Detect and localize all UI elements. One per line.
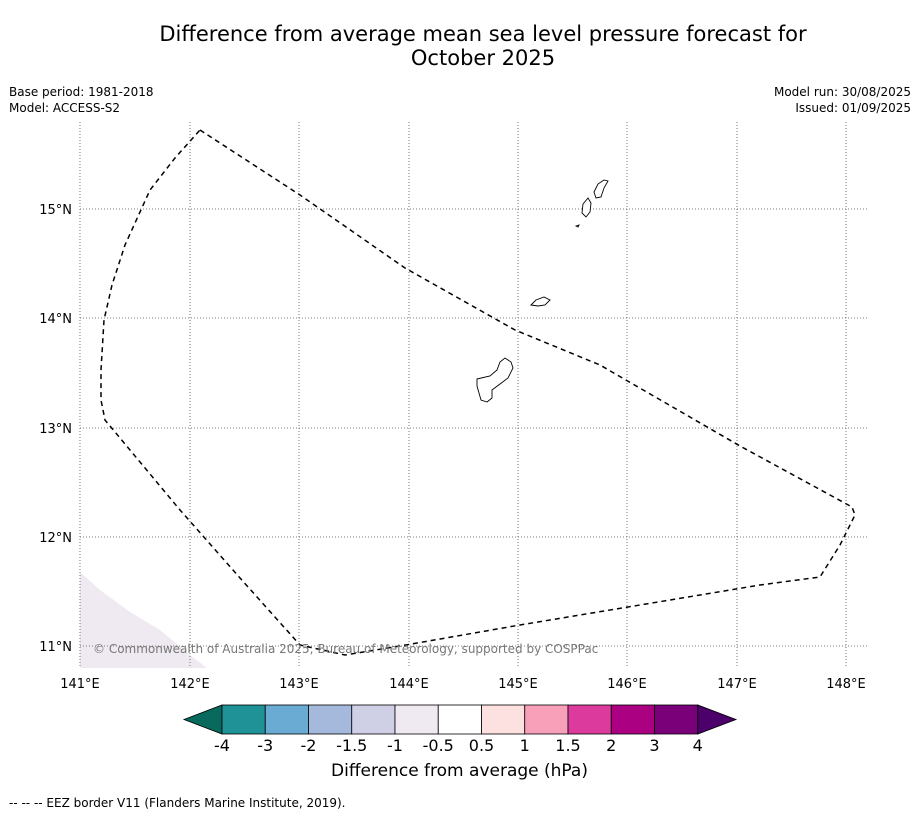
cb-label-4: -1	[387, 736, 403, 755]
colorbar-bin-5	[394, 704, 439, 735]
title-line-2: October 2025	[410, 46, 556, 70]
lon-label-144: 144°E	[389, 677, 429, 692]
base-period-text: Base period: 1981-2018	[9, 85, 154, 99]
colorbar	[182, 704, 738, 735]
issued-text: Issued: 01/09/2025	[795, 101, 911, 115]
cb-label-3: -1.5	[336, 736, 367, 755]
colorbar-bin-6	[437, 704, 482, 735]
cb-label-8: 1.5	[555, 736, 580, 755]
colorbar-bin-10	[610, 704, 655, 735]
aguijan-islet	[574, 224, 580, 228]
lon-labels: 141°E 142°E 143°E 144°E 145°E 146°E 147°…	[60, 677, 866, 692]
colorbar-labels: -4 -3 -2 -1.5 -1 -0.5 0.5 1 1.5 2 3 4	[214, 736, 703, 755]
colorbar-bin-8	[524, 704, 569, 735]
colorbar-title: Difference from average (hPa)	[331, 761, 588, 781]
eez-footer-note: -- -- -- EEZ border V11 (Flanders Marine…	[9, 796, 346, 810]
colorbar-bin-1	[221, 704, 266, 735]
map-title: Difference from average mean sea level p…	[80, 22, 886, 70]
cb-label-5: -0.5	[423, 736, 454, 755]
cb-label-0: -4	[214, 736, 230, 755]
colorbar-bin-9	[567, 704, 612, 735]
cb-label-11: 4	[693, 736, 703, 755]
cb-label-2: -2	[301, 736, 317, 755]
cb-label-9: 2	[606, 736, 616, 755]
pressure-shading-region	[80, 572, 207, 668]
cb-label-6: 0.5	[469, 736, 494, 755]
lat-label-12: 12°N	[39, 531, 72, 546]
copyright-watermark: © Commonwealth of Australia 2025, Bureau…	[93, 642, 598, 656]
title-line-1: Difference from average mean sea level p…	[159, 22, 807, 46]
lon-label-145: 145°E	[498, 677, 538, 692]
colorbar-bin-7	[481, 704, 526, 735]
guam-island	[476, 357, 514, 403]
lat-label-13: 13°N	[39, 422, 72, 437]
eez-border	[100, 129, 856, 656]
lon-label-146: 146°E	[607, 677, 647, 692]
gridlines	[79, 122, 868, 668]
meta-right: Model run: 30/08/2025 Issued: 01/09/2025	[774, 84, 911, 116]
model-text: Model: ACCESS-S2	[9, 101, 121, 115]
lon-label-141: 141°E	[60, 677, 100, 692]
cb-label-7: 1	[520, 736, 530, 755]
lon-label-147: 147°E	[717, 677, 757, 692]
colorbar-arrow-low	[182, 704, 223, 735]
lat-label-15: 15°N	[39, 203, 72, 218]
lat-label-11: 11°N	[39, 640, 72, 655]
colorbar-bin-3	[308, 704, 353, 735]
meta-left: Base period: 1981-2018 Model: ACCESS-S2	[9, 84, 154, 116]
tinian-island	[581, 197, 592, 218]
colorbar-bin-11	[654, 704, 699, 735]
lon-label-148: 148°E	[826, 677, 866, 692]
saipan-island	[593, 179, 609, 199]
islands	[476, 179, 609, 403]
lon-label-142: 142°E	[170, 677, 210, 692]
lon-label-143: 143°E	[279, 677, 319, 692]
colorbar-arrow-high	[697, 704, 738, 735]
colorbar-bin-4	[351, 704, 396, 735]
rota-island	[530, 296, 551, 307]
cb-label-1: -3	[257, 736, 273, 755]
lat-labels: 15°N 14°N 13°N 12°N 11°N	[39, 203, 72, 655]
model-run-text: Model run: 30/08/2025	[773, 85, 911, 99]
colorbar-bin-2	[264, 704, 309, 735]
cb-label-10: 3	[649, 736, 659, 755]
lat-label-14: 14°N	[39, 312, 72, 327]
